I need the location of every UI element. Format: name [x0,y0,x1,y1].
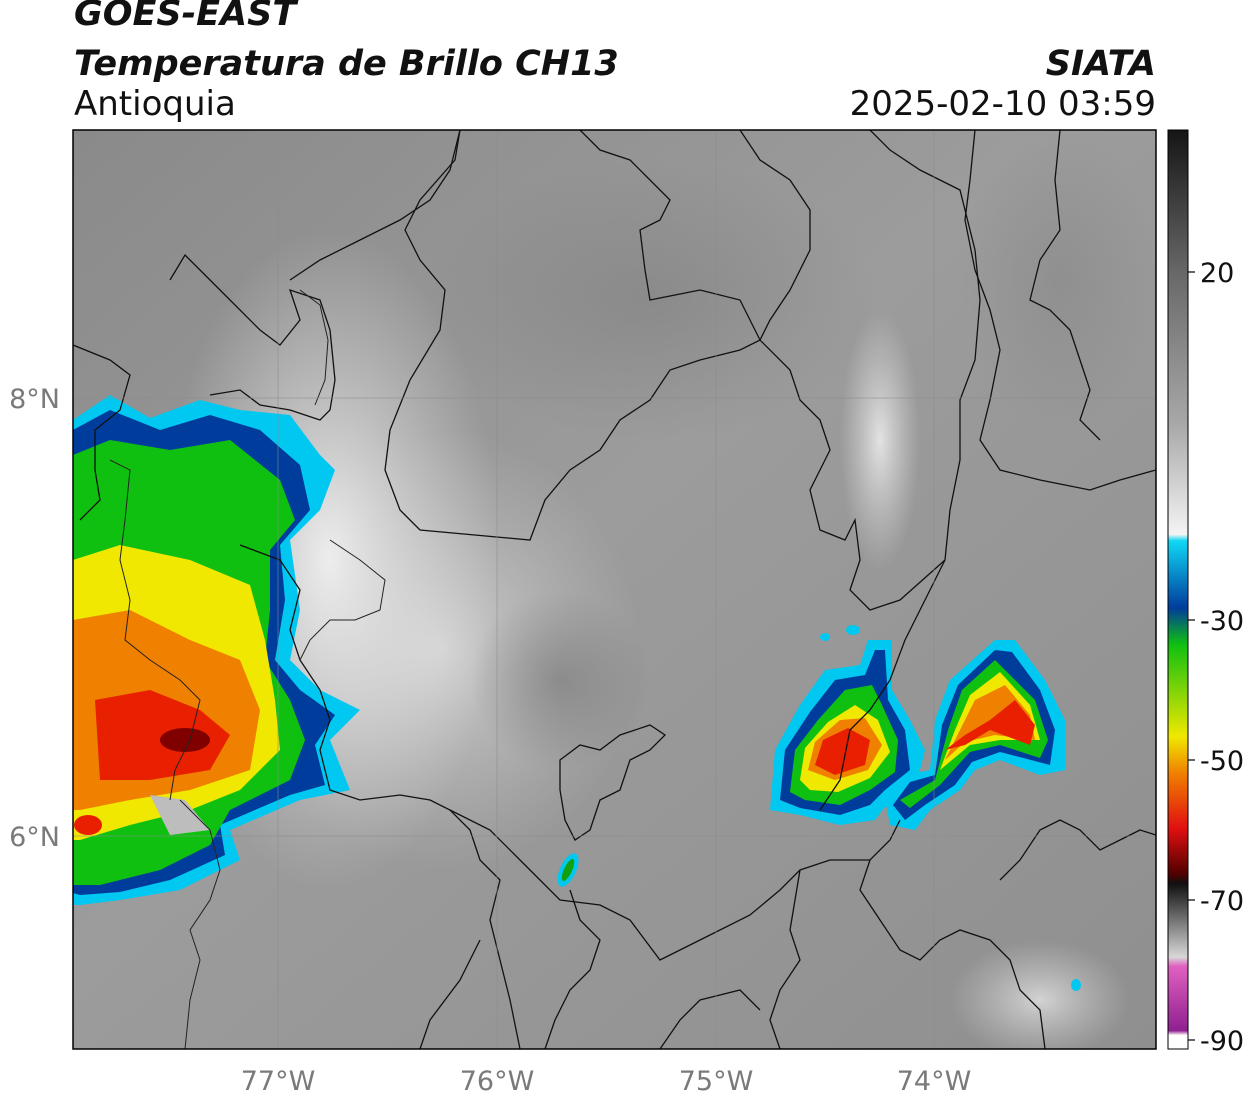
lon-label-75w: 75°W [679,1066,754,1097]
map-frame [72,129,1157,1050]
cirrus-streak-east [840,310,920,570]
lon-label-76w: 76°W [460,1066,535,1097]
lon-label-77w: 77°W [241,1066,316,1097]
colorbar-ramp [1167,129,1189,1050]
convective-system-west [73,395,360,905]
colorbar: 20 -30 -50 -70 -90 [1167,129,1244,1057]
coastline [109,289,386,1049]
region-label: Antioquia [74,84,236,124]
colorbar-label-minus90: -90 [1200,1026,1244,1057]
dark-patch-center [470,590,650,770]
admin-borders [73,130,1156,1049]
small-cell-east-2 [820,633,830,641]
lon-label-74w: 74°W [897,1066,972,1097]
colorbar-label-minus70: -70 [1200,886,1244,917]
lat-label-8n: 8°N [9,384,60,415]
small-cell-southeast [1071,979,1081,991]
dark-patch-northeast [960,130,1156,430]
bright-patch-southeast [950,940,1130,1049]
small-cell-east-1 [846,625,860,635]
agency-label: SIATA [1045,44,1156,84]
product-title: Temperatura de Brillo CH13 [74,44,619,84]
lat-label-6n: 6°N [9,822,60,853]
colorbar-label-20: 20 [1200,258,1234,289]
colorbar-label-minus30: -30 [1200,606,1244,637]
graticule [73,130,1156,1049]
datetime-label: 2025-02-10 03:59 [849,84,1156,124]
convective-system-east [770,640,1065,830]
colorbar-label-minus50: -50 [1200,746,1244,777]
small-cell-south-core [561,858,575,882]
satellite-title: GOES-EAST [74,0,297,34]
